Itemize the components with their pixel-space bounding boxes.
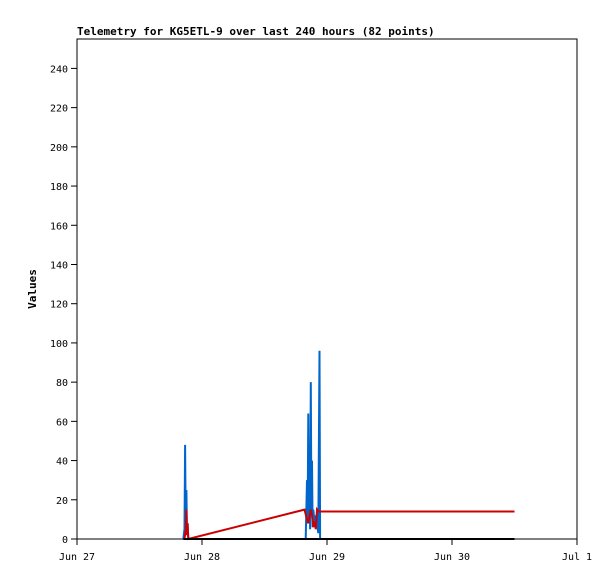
x-axis: Jun 27 Jun 28 Jun 29 Jun 30 Jul 1 bbox=[59, 539, 592, 563]
chart-title: Telemetry for KG5ETL-9 over last 240 hou… bbox=[77, 25, 435, 38]
y-tick-label: 40 bbox=[56, 457, 68, 468]
x-tick-label: Jun 28 bbox=[184, 552, 220, 563]
y-axis: 0 20 40 60 80 100 120 140 160 180 200 220 240 bbox=[50, 64, 77, 546]
y-tick-label: 160 bbox=[50, 221, 68, 232]
y-tick-label: 0 bbox=[62, 535, 68, 546]
series-line-2 bbox=[183, 506, 515, 541]
y-axis-label: Values bbox=[26, 269, 39, 309]
y-tick-label: 60 bbox=[56, 417, 68, 428]
y-tick-label: 20 bbox=[56, 496, 68, 507]
y-tick-label: 180 bbox=[50, 182, 68, 193]
plot-frame bbox=[76, 38, 578, 540]
x-tick-label: Jun 27 bbox=[59, 552, 95, 563]
series-layer bbox=[182, 350, 515, 541]
x-tick-label: Jul 1 bbox=[562, 552, 592, 563]
y-tick-label: 220 bbox=[50, 104, 68, 115]
y-tick-label: 100 bbox=[50, 339, 68, 350]
x-tick-label: Jun 30 bbox=[434, 552, 470, 563]
y-tick-label: 80 bbox=[56, 378, 68, 389]
x-tick-label: Jun 29 bbox=[309, 552, 345, 563]
y-tick-label: 200 bbox=[50, 143, 68, 154]
y-tick-label: 240 bbox=[50, 64, 68, 75]
y-tick-label: 120 bbox=[50, 300, 68, 311]
y-tick-label: 140 bbox=[50, 260, 68, 271]
